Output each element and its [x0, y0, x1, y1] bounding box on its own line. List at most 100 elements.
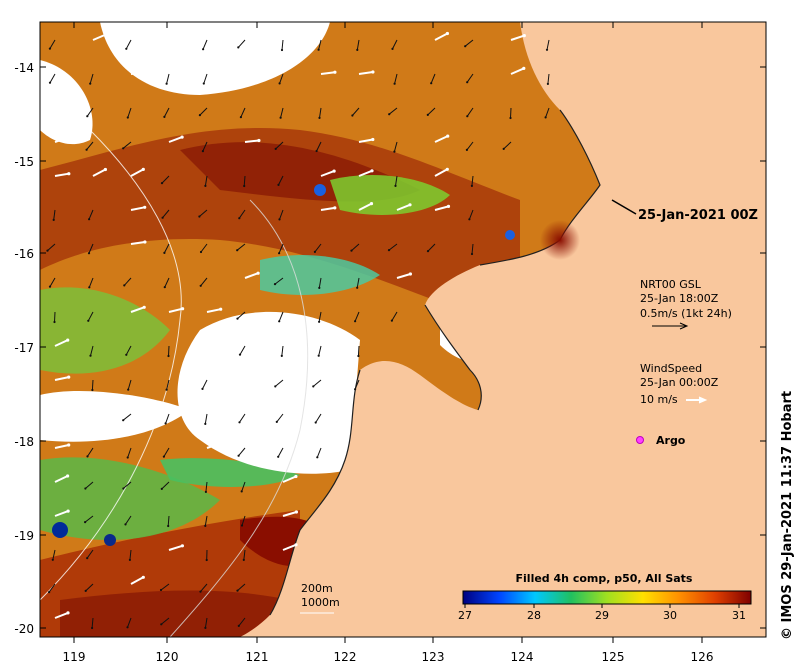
isobath-200m	[39, 129, 182, 601]
colorbar-scale	[462, 590, 752, 605]
arrow-head	[465, 148, 468, 151]
wind-arrow	[54, 407, 69, 415]
isobath-label-200m: 200m	[301, 582, 333, 595]
current-arrow	[238, 617, 246, 627]
wind-arrow	[206, 342, 221, 347]
arrow-head	[509, 116, 512, 120]
current-arrow	[468, 209, 474, 220]
wind-arrow	[358, 71, 374, 75]
current-arrow	[88, 209, 94, 220]
arrow-head	[143, 205, 147, 209]
arrow-head	[126, 456, 129, 459]
current-arrow	[200, 277, 208, 287]
current-arrow	[276, 413, 284, 423]
arrow-head	[430, 82, 433, 85]
current-arrow	[243, 175, 246, 187]
arrow-head	[371, 137, 375, 142]
current-arrow	[278, 243, 284, 254]
current-arrow	[239, 413, 246, 423]
arrow-head	[142, 305, 146, 309]
coastal-hotspot	[540, 220, 580, 260]
current-arrow	[237, 583, 246, 591]
arrow-head	[86, 115, 89, 118]
current-arrow	[87, 447, 94, 457]
arrow-head	[317, 48, 320, 51]
arrow-head	[390, 319, 393, 322]
arrow-head	[387, 249, 391, 252]
arrow-head	[470, 252, 474, 256]
arrow-head	[318, 286, 321, 289]
arrow-head	[66, 135, 70, 139]
arrow-head	[371, 70, 375, 74]
wind-arrow	[168, 136, 183, 143]
current-arrow	[316, 447, 322, 458]
arrow-head	[167, 354, 170, 358]
current-arrow	[161, 481, 170, 490]
current-arrow	[546, 39, 550, 50]
current-arrow	[90, 345, 94, 356]
x-axis: 119 120 121 122 123 124 125 126	[63, 650, 714, 664]
x-tick-label: 122	[334, 650, 357, 664]
arrow-head	[167, 524, 170, 528]
argo-legend: Argo	[636, 434, 686, 447]
current-arrow	[53, 209, 56, 220]
arrow-head	[204, 422, 207, 425]
land-mass	[240, 22, 766, 637]
wind-arrow	[434, 205, 449, 211]
current-arrow	[393, 141, 398, 152]
arrow-head	[48, 285, 52, 288]
arrow-head	[332, 169, 336, 173]
arrow-head	[201, 387, 204, 390]
current-arrow	[354, 379, 360, 390]
wind-arrow	[358, 138, 373, 143]
current-arrow	[237, 39, 246, 48]
argo-marker-icon	[636, 436, 644, 444]
wind-arrow	[54, 611, 69, 619]
arrow-head	[48, 591, 51, 594]
x-tick-label: 123	[422, 650, 445, 664]
arrow-head	[160, 487, 163, 490]
x-tick-label: 121	[246, 650, 269, 664]
tick-marks	[40, 22, 766, 643]
coastline	[269, 369, 361, 616]
date-pointer	[611, 199, 637, 215]
arrow-head	[357, 354, 360, 358]
y-tick-label: -19	[14, 529, 34, 543]
arrow-head	[256, 271, 260, 275]
current-arrow	[127, 379, 132, 390]
current-arrow	[122, 413, 132, 421]
current-arrow	[202, 141, 208, 152]
arrow-head	[278, 252, 281, 255]
current-arrow	[91, 379, 94, 391]
current-arrow	[165, 413, 170, 424]
arrow-head	[199, 250, 203, 254]
arrow-head	[163, 115, 166, 118]
arrow-head	[66, 611, 70, 615]
wind-legend-title: WindSpeed	[640, 362, 702, 375]
coastline	[424, 304, 482, 411]
current-arrow	[545, 107, 550, 118]
current-arrow	[204, 515, 208, 526]
isobath-1000m	[169, 199, 309, 638]
arrow-head	[279, 116, 282, 119]
arrow-head	[470, 184, 473, 187]
arrow-head	[160, 623, 163, 626]
arrow-head	[388, 113, 391, 116]
current-arrow	[351, 243, 360, 251]
y-axis: -14 -15 -16 -17 -18 -19 -20	[14, 61, 34, 636]
arrow-head	[545, 48, 549, 51]
arrow-head	[84, 487, 87, 490]
current-arrow	[510, 107, 512, 119]
y-tick-label: -20	[14, 622, 34, 636]
arrow-head	[391, 47, 394, 51]
current-arrow	[163, 107, 170, 118]
arrow-head	[317, 354, 320, 357]
current-arrow	[164, 277, 170, 288]
arrow-head	[122, 419, 125, 422]
arrow-head	[274, 147, 277, 150]
arrow-head	[275, 420, 278, 423]
arrow-head	[236, 249, 239, 252]
arrow-head	[84, 589, 87, 593]
current-arrow	[199, 209, 208, 217]
